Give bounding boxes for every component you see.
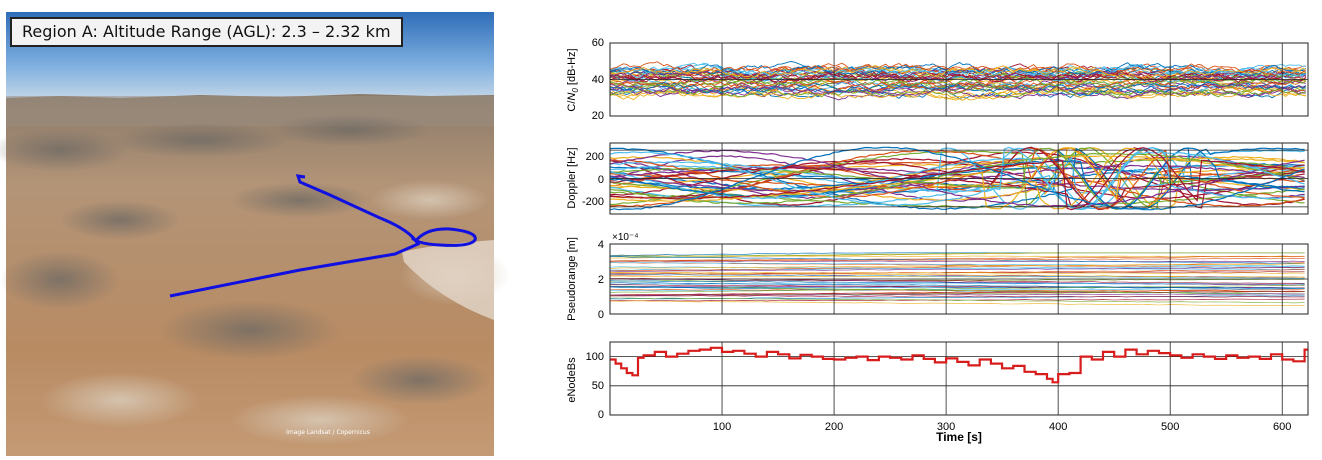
doppler-ytick-200: 200 [586,151,604,163]
pseudorange-trace [609,293,1305,296]
doppler-ytick-m200: -200 [582,196,604,208]
enodebs-xtick-label: 100 [713,421,731,433]
pseudorange-trace [609,300,1305,306]
imagery-watermark: Image Landsat / Copernicus [286,429,370,436]
doppler-trace [609,154,1305,202]
doppler-trace [609,152,1305,205]
pseudorange-trace [609,252,1305,258]
pseudorange-trace [609,255,1305,262]
cn0-trace [609,72,1307,85]
cn0-trace [609,76,1307,90]
doppler-trace [609,170,1305,189]
cn0-trace [609,65,1306,79]
cn0-trace [609,68,1307,81]
pseudorange-trace [610,297,1305,304]
pseudorange-trace [609,290,1305,296]
pseudorange-trace [609,285,1305,295]
enodebs-xtick-label: 400 [1049,421,1067,433]
cn0-ytick-60: 60 [592,37,604,49]
enodebs-xtick-label: 500 [1161,421,1179,433]
panel-cn0: C/N0 [dB-Hz] 60 40 20 [566,37,1309,122]
doppler-trace [610,149,1305,208]
enodebs-xlabel: Time [s] [936,430,982,444]
pseudorange-trace [609,269,1305,276]
pseudorange-trace [609,272,1305,274]
pseudorange-trace [609,282,1305,289]
pseudorange-trace [609,288,1305,292]
enodebs-xtick-label: 200 [825,421,843,433]
pseudorange-trace [610,298,1305,302]
cn0-trace [609,62,1306,78]
photo-title-box: Region A: Altitude Range (AGL): 2.3 – 2.… [10,17,403,47]
cn0-trace [609,61,1307,76]
cn0-ytick-20: 20 [592,110,604,122]
pseudorange-trace [609,278,1305,282]
enodebs-xtick-labels: 100 200 300 400 500 600 [713,421,1292,433]
enodebs-series-line [610,346,1308,384]
pseudorange-trace [609,278,1305,286]
pseudorange-ytick-4: 4 [598,239,604,251]
doppler-ylabel: Doppler [Hz] [566,147,578,208]
enodebs-ylabel: eNodeBs [566,357,578,403]
enodebs-ytick-0: 0 [598,409,604,421]
enodebs-ytick-100: 100 [586,351,604,363]
enodebs-xtick-label: 300 [937,421,955,433]
cn0-ytick-40: 40 [592,74,604,86]
doppler-trace [609,147,1305,210]
enodebs-ytick-50: 50 [592,380,604,392]
doppler-ytick-0: 0 [598,174,604,186]
cn0-ylabel: C/N0 [dB-Hz] [566,48,580,111]
doppler-trace [609,158,1305,200]
aerial-photo: Image Landsat / Copernicus [0,12,510,456]
doppler-trace [609,147,1305,211]
pseudorange-trace [609,260,1305,263]
pseudorange-trace [609,273,1305,279]
doppler-trace [609,146,1305,211]
pseudorange-trace [609,295,1305,298]
doppler-trace [609,146,1305,210]
doppler-trace [609,163,1305,194]
cn0-trace [609,61,1307,76]
pseudorange-traces [609,252,1305,306]
cn0-trace [609,86,1306,99]
panel-pseudorange: ×10⁻⁴ Pseudorange [m] 4 2 0 [566,232,1309,321]
cn0-trace [609,82,1307,97]
pseudorange-multiplier: ×10⁻⁴ [612,232,639,243]
cn0-trace [609,81,1307,94]
doppler-trace [609,147,1305,209]
doppler-trace [609,147,1305,210]
pseudorange-trace [609,284,1305,293]
pseudorange-trace [609,262,1305,267]
pseudorange-trace [609,263,1305,269]
doppler-trace [609,147,1305,211]
pseudorange-trace [609,267,1305,272]
pseudorange-ylabel: Pseudorange [m] [566,237,578,321]
flight-trajectory [169,174,477,298]
pseudorange-ytick-2: 2 [598,274,604,286]
enodebs-xtick-label: 600 [1273,421,1291,433]
cn0-traces [609,61,1307,101]
pseudorange-trace [609,262,1305,272]
pseudorange-ytick-0: 0 [598,309,604,321]
doppler-trace [609,146,1305,211]
panel-enodebs: eNodeBs 100 50 0 100 200 300 400 500 600 Time… [566,341,1309,444]
pseudorange-trace [609,257,1305,262]
panel-doppler: Doppler [Hz] 200 0 -200 [566,142,1309,215]
cn0-trace [609,72,1307,85]
doppler-trace [609,147,1305,210]
